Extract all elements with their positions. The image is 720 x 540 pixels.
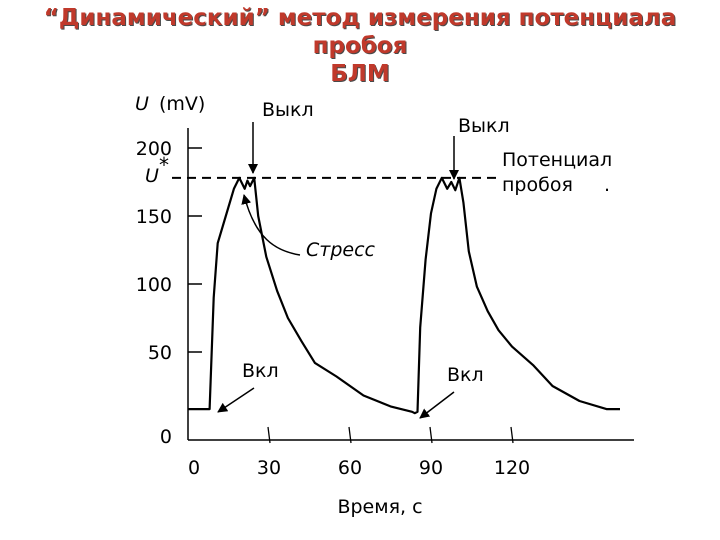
stress-label: Стресс: [306, 239, 376, 261]
y-tick-label: 0: [160, 426, 172, 448]
x-ticks: 0 30 60 90 120: [188, 426, 530, 479]
title-line-1: “Динамический” метод измерения потенциал…: [43, 5, 677, 59]
x-tick-label: 90: [419, 457, 443, 479]
x-tick-mark: [510, 426, 514, 444]
y-axis-unit: (mV): [159, 93, 205, 115]
slide-title: “Динамический” метод измерения потенциал…: [0, 4, 720, 88]
title-line-2: БЛМ: [330, 61, 390, 87]
x-tick-mark: [267, 426, 271, 444]
threshold-symbol: U: [145, 165, 159, 187]
x-tick-mark: [348, 426, 352, 444]
voltage-curve: [188, 176, 620, 415]
on-label-2: Вкл: [447, 364, 484, 386]
off-label-2: Выкл: [458, 115, 510, 137]
y-axis-label: U (mV): [135, 93, 205, 115]
on-arrow-2: [419, 391, 455, 419]
y-tick-label: 50: [148, 342, 172, 364]
y-axis-symbol: U: [135, 93, 149, 115]
y-tick-label: 200: [136, 138, 172, 160]
breakdown-label-dot: .: [604, 174, 610, 196]
x-tick-label: 30: [257, 457, 281, 479]
threshold-star: *: [159, 153, 169, 177]
breakdown-label-line-1: Потенциал: [502, 149, 612, 171]
y-tick-label: 150: [136, 206, 172, 228]
x-tick-label: 0: [188, 457, 200, 479]
x-axis-label: Время, с: [337, 496, 422, 518]
x-tick-label: 60: [338, 457, 362, 479]
x-tick-mark: [429, 426, 433, 444]
on-arrow-1: [217, 387, 255, 413]
off-label-1: Выкл: [262, 99, 314, 121]
breakdown-label-line-2: пробоя: [502, 174, 573, 196]
y-ticks: 0 50 100 150 200: [136, 138, 202, 448]
on-label-1: Вкл: [242, 360, 279, 382]
y-tick-label: 100: [136, 274, 172, 296]
x-tick-label: 120: [494, 457, 530, 479]
stress-arrow: [241, 194, 301, 256]
